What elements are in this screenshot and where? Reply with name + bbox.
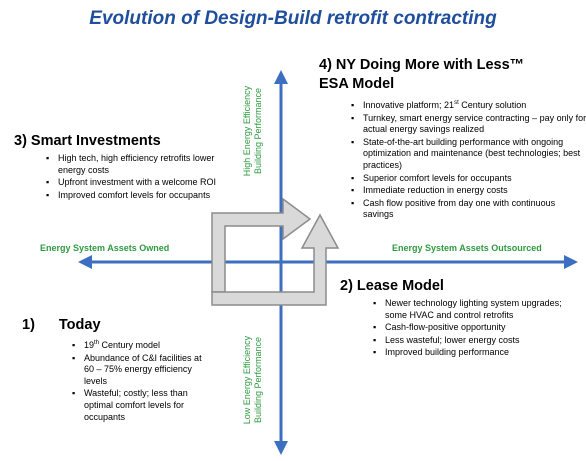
arrow-today-to-lease-model xyxy=(211,213,340,306)
q3-bullet-list: High tech, high efficiency retrofits low… xyxy=(44,153,218,202)
q1-bullet: Wasteful; costly; less than optimal comf… xyxy=(72,388,214,423)
q1-bullet: 19th Century model xyxy=(72,340,214,352)
diagram-title: Evolution of Design-Build retrofit contr… xyxy=(89,8,497,29)
axis-arrowhead-left xyxy=(78,255,92,269)
q2-bullet: Cash-flow-positive opportunity xyxy=(373,322,585,334)
q4-bullet: Turnkey, smart energy service contractin… xyxy=(351,113,586,136)
q3-title: 3) Smart Investments xyxy=(14,133,161,149)
axis-label-outsourced: Energy System Assets Outsourced xyxy=(392,243,542,253)
q4-bullet: Immediate reduction in energy costs xyxy=(351,185,586,197)
axis-arrowhead-up xyxy=(274,70,288,84)
q4-bullet-list: Innovative platform; 21st Century soluti… xyxy=(349,100,586,222)
q2-bullet: Improved building performance xyxy=(373,347,585,359)
arrow-today-to-smart-investments xyxy=(211,197,312,293)
axis-arrowhead-down xyxy=(274,441,288,455)
axis-label-low-efficiency: Low Energy Efficiency Building Performanc… xyxy=(242,335,263,425)
q2-bullet-list: Newer technology lighting system upgrade… xyxy=(371,298,585,360)
axis-label-owned: Energy System Assets Owned xyxy=(40,243,170,253)
q4-title: 4) NY Doing More with Less™ ESA Model xyxy=(319,57,525,92)
q4-bullet: Cash flow positive from day one with con… xyxy=(351,198,586,221)
q1-title: 1) Today xyxy=(22,317,101,333)
q4-bullet: Superior comfort levels for occupants xyxy=(351,173,586,185)
q1-bullet: Abundance of C&I facilities at 60 – 75% … xyxy=(72,353,214,388)
q2-title: 2) Lease Model xyxy=(340,278,444,294)
axis-arrowhead-right xyxy=(564,255,578,269)
axis-label-high-efficiency: High Energy Efficiency Building Performan… xyxy=(242,85,263,177)
q3-bullet: High tech, high efficiency retrofits low… xyxy=(46,153,218,176)
q2-bullet: Newer technology lighting system upgrade… xyxy=(373,298,585,321)
q2-bullet: Less wasteful; lower energy costs xyxy=(373,335,585,347)
q4-bullet: Innovative platform; 21st Century soluti… xyxy=(351,100,586,112)
q3-bullet: Improved comfort levels for occupants xyxy=(46,190,218,202)
q3-bullet: Upfront investment with a welcome ROI xyxy=(46,177,218,189)
q4-bullet: State-of-the-art building performance wi… xyxy=(351,137,586,172)
q1-bullet-list: 19th Century model Abundance of C&I faci… xyxy=(70,340,214,424)
